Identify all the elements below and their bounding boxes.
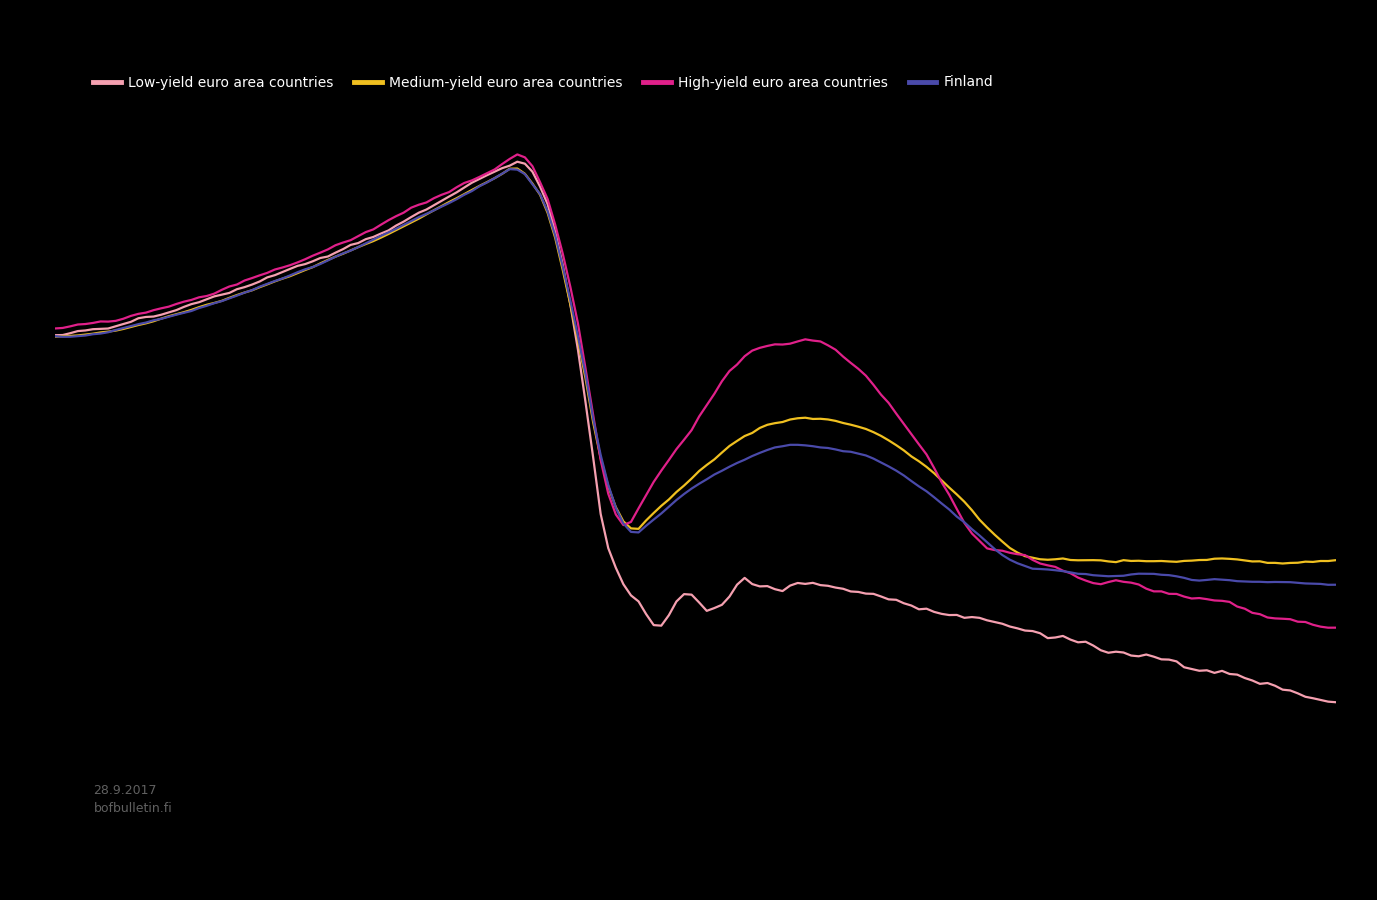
- Legend: Low-yield euro area countries, Medium-yield euro area countries, High-yield euro: Low-yield euro area countries, Medium-yi…: [88, 70, 998, 95]
- Text: 28.9.2017
bofbulletin.fi: 28.9.2017 bofbulletin.fi: [94, 784, 172, 814]
